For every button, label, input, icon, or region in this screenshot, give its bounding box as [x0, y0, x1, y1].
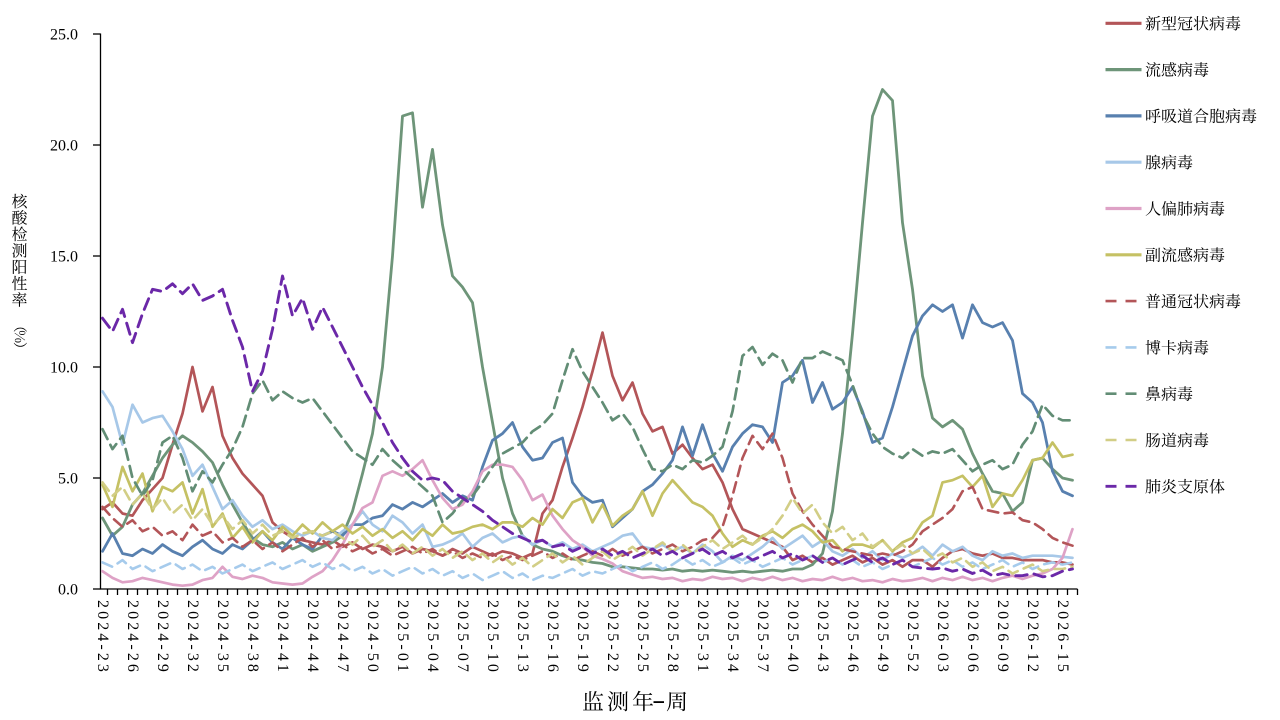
svg-text:2025-31: 2025-31	[694, 600, 711, 675]
svg-text:2026-03: 2026-03	[934, 600, 951, 675]
svg-text:2025-10: 2025-10	[484, 600, 501, 675]
svg-text:2024-41: 2024-41	[274, 600, 291, 675]
svg-text:2025-46: 2025-46	[844, 600, 861, 675]
svg-text:2025-49: 2025-49	[874, 600, 891, 675]
svg-text:20.0: 20.0	[50, 138, 78, 155]
svg-text:2025-22: 2025-22	[604, 600, 621, 675]
svg-text:2024-50: 2024-50	[364, 600, 381, 675]
svg-text:2025-13: 2025-13	[514, 600, 531, 675]
svg-text:2024-29: 2024-29	[154, 600, 171, 675]
svg-text:2024-32: 2024-32	[184, 600, 201, 675]
svg-text:0.0: 0.0	[58, 582, 78, 599]
svg-text:2025-34: 2025-34	[724, 600, 741, 675]
svg-text:2025-25: 2025-25	[634, 600, 651, 675]
svg-text:2025-28: 2025-28	[664, 600, 681, 675]
svg-text:2025-07: 2025-07	[454, 600, 471, 675]
svg-text:2026-15: 2026-15	[1054, 600, 1071, 675]
svg-text:10.0: 10.0	[50, 360, 78, 377]
svg-text:2024-23: 2024-23	[94, 600, 111, 675]
svg-text:2024-38: 2024-38	[244, 600, 261, 675]
svg-text:2024-44: 2024-44	[304, 600, 321, 675]
svg-text:2025-19: 2025-19	[574, 600, 591, 675]
svg-text:2024-35: 2024-35	[214, 600, 231, 675]
svg-text:2025-52: 2025-52	[904, 600, 921, 675]
svg-text:2025-43: 2025-43	[814, 600, 831, 675]
svg-text:2024-26: 2024-26	[124, 600, 141, 675]
svg-text:2025-40: 2025-40	[784, 600, 801, 675]
svg-text:15.0: 15.0	[50, 249, 78, 266]
svg-text:2025-04: 2025-04	[424, 600, 441, 675]
svg-text:2024-47: 2024-47	[334, 600, 351, 675]
svg-text:2025-37: 2025-37	[754, 600, 771, 675]
svg-text:25.0: 25.0	[50, 27, 78, 44]
svg-text:2025-01: 2025-01	[394, 600, 411, 675]
svg-text:2026-09: 2026-09	[994, 600, 1011, 675]
svg-text:5.0: 5.0	[58, 471, 78, 488]
svg-text:2026-06: 2026-06	[964, 600, 981, 675]
svg-text:2026-12: 2026-12	[1024, 600, 1041, 675]
svg-text:2025-16: 2025-16	[544, 600, 561, 675]
